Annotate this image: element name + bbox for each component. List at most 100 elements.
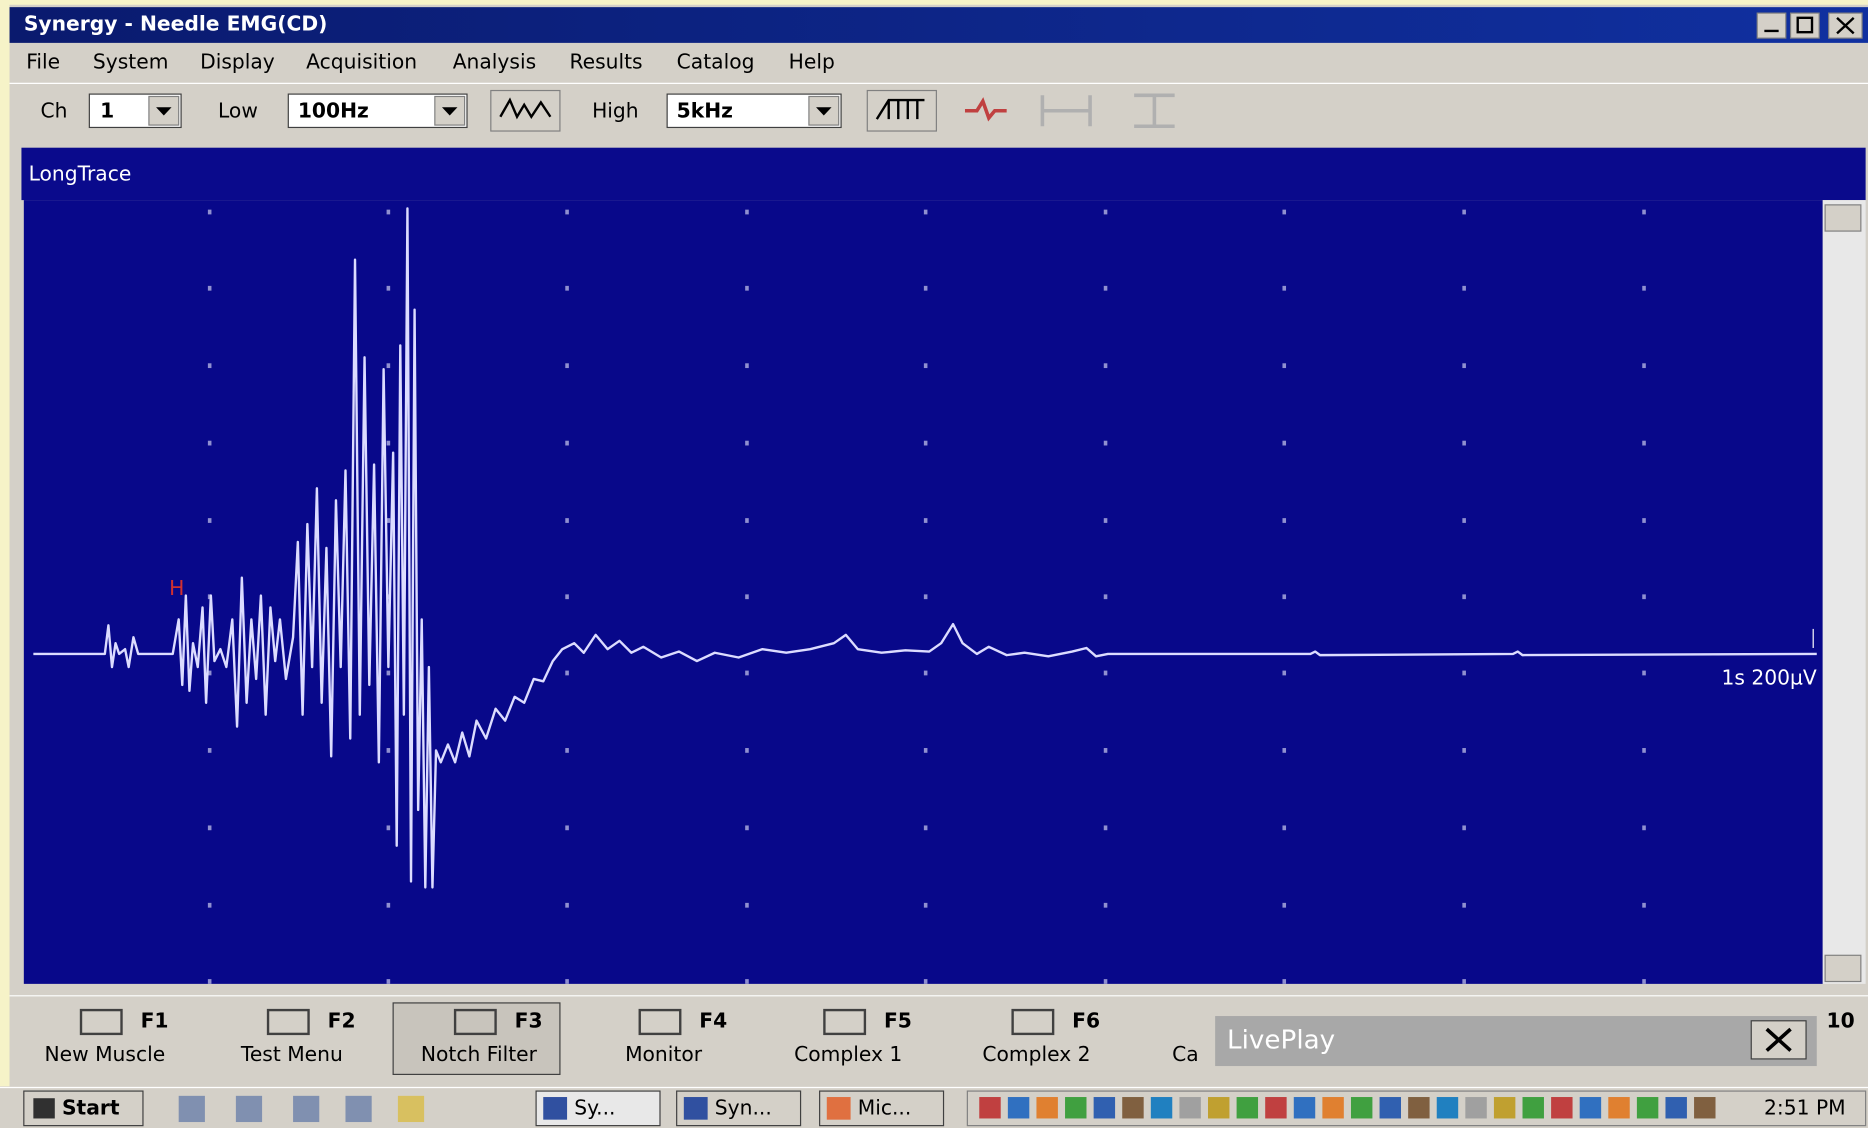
grid-dot <box>1642 363 1646 368</box>
window-title: Synergy - Needle EMG(CD) <box>24 12 328 36</box>
grid-dot <box>745 903 749 908</box>
grid-dot <box>924 210 928 215</box>
grid-dot <box>1462 903 1466 908</box>
grid-dot <box>208 979 212 984</box>
function-key-label: Notch Filter <box>421 1042 538 1066</box>
quick-icon[interactable] <box>179 1096 205 1122</box>
grid-dot <box>1462 363 1466 368</box>
tray-icon[interactable] <box>1523 1097 1544 1118</box>
grid-dot <box>1642 518 1646 523</box>
tray-icon[interactable] <box>1637 1097 1658 1118</box>
function-key-label: Complex 1 <box>794 1042 902 1066</box>
grid-dot <box>745 441 749 446</box>
grid-dot <box>1282 748 1286 753</box>
grid-dot <box>208 286 212 291</box>
quick-icon[interactable] <box>398 1096 424 1122</box>
tray-icon[interactable] <box>1237 1097 1258 1118</box>
grid-dot <box>1462 671 1466 676</box>
function-key-code: F5 <box>884 1008 912 1032</box>
grid-dot <box>924 363 928 368</box>
tray-icon[interactable] <box>1380 1097 1401 1118</box>
grid-dot <box>924 441 928 446</box>
quick-icon[interactable] <box>236 1096 262 1122</box>
grid-dot <box>1104 441 1108 446</box>
scrollbar[interactable] <box>1823 200 1866 984</box>
grid-dot <box>1282 518 1286 523</box>
tray-icon[interactable] <box>1122 1097 1143 1118</box>
tray-icon[interactable] <box>1265 1097 1286 1118</box>
grid-dot <box>1282 210 1286 215</box>
liveplay-title: LivePlay <box>1227 1026 1335 1056</box>
grid-dot <box>387 286 391 291</box>
tray-icon[interactable] <box>1151 1097 1172 1118</box>
grid-dot <box>1642 825 1646 830</box>
tray-icon[interactable] <box>1322 1097 1343 1118</box>
task-label: Syn... <box>715 1095 772 1119</box>
grid-dot <box>1282 671 1286 676</box>
tray-icon[interactable] <box>1465 1097 1486 1118</box>
grid-dot <box>565 518 569 523</box>
menu-item[interactable]: Help <box>789 50 835 74</box>
grid-dot <box>565 671 569 676</box>
tray-icon[interactable] <box>1065 1097 1086 1118</box>
grid-dot <box>1462 594 1466 599</box>
minimize-button[interactable] <box>1757 13 1786 38</box>
grid-dot <box>1282 594 1286 599</box>
grid-dot <box>387 363 391 368</box>
quick-icon[interactable] <box>345 1096 371 1122</box>
tray-icon[interactable] <box>1494 1097 1515 1118</box>
start-label: Start <box>62 1095 120 1119</box>
menu-item[interactable]: Results <box>569 50 642 74</box>
tray-icon[interactable] <box>1094 1097 1115 1118</box>
trace-title-bar <box>21 148 1865 200</box>
function-key-code: F4 <box>699 1008 727 1032</box>
quick-icon[interactable] <box>293 1096 319 1122</box>
tray-icon[interactable] <box>1179 1097 1200 1118</box>
grid-dot <box>1642 441 1646 446</box>
menu-item[interactable]: File <box>26 50 60 74</box>
tray-icon[interactable] <box>1580 1097 1601 1118</box>
tray-icon[interactable] <box>1294 1097 1315 1118</box>
grid-dot <box>565 363 569 368</box>
tray-icon[interactable] <box>1036 1097 1057 1118</box>
grid-dot <box>565 825 569 830</box>
grid-dot <box>387 979 391 984</box>
function-key-label: Test Menu <box>240 1042 343 1066</box>
grid-dot <box>745 979 749 984</box>
grid-dot <box>1462 518 1466 523</box>
tray-icon[interactable] <box>1694 1097 1715 1118</box>
grid-dot <box>924 594 928 599</box>
tray-icon[interactable] <box>1665 1097 1686 1118</box>
grid-dot <box>1282 363 1286 368</box>
grid-dot <box>1462 748 1466 753</box>
tray-icon[interactable] <box>1551 1097 1572 1118</box>
notch-button[interactable] <box>491 91 560 131</box>
menu-item[interactable]: Display <box>200 50 275 74</box>
grid-dot <box>1104 594 1108 599</box>
tray-icon[interactable] <box>1408 1097 1429 1118</box>
scroll-up[interactable] <box>1825 205 1861 231</box>
tray-icon[interactable] <box>1208 1097 1229 1118</box>
menu-item[interactable]: Catalog <box>677 50 755 74</box>
tray-icon[interactable] <box>1437 1097 1458 1118</box>
grid-dot <box>745 671 749 676</box>
grid-dot <box>1642 594 1646 599</box>
grid-dot <box>1642 979 1646 984</box>
grid-dot <box>565 903 569 908</box>
tray-icon[interactable] <box>1351 1097 1372 1118</box>
function-key-label: Monitor <box>625 1042 703 1066</box>
grid-dot <box>208 748 212 753</box>
menu-item[interactable]: Analysis <box>453 50 536 74</box>
filter-button[interactable] <box>867 91 936 131</box>
function-key[interactable]: Ca <box>1172 1042 1199 1066</box>
menu-item[interactable]: Acquisition <box>306 50 417 74</box>
tray-icon[interactable] <box>1008 1097 1029 1118</box>
tray-icon[interactable] <box>1608 1097 1629 1118</box>
grid-dot <box>387 903 391 908</box>
tray-icon[interactable] <box>979 1097 1000 1118</box>
grid-dot <box>1462 979 1466 984</box>
menu-item[interactable]: System <box>93 50 169 74</box>
window-controls <box>1757 13 1862 38</box>
high-value: 5kHz <box>677 98 733 122</box>
scroll-down[interactable] <box>1825 955 1861 981</box>
